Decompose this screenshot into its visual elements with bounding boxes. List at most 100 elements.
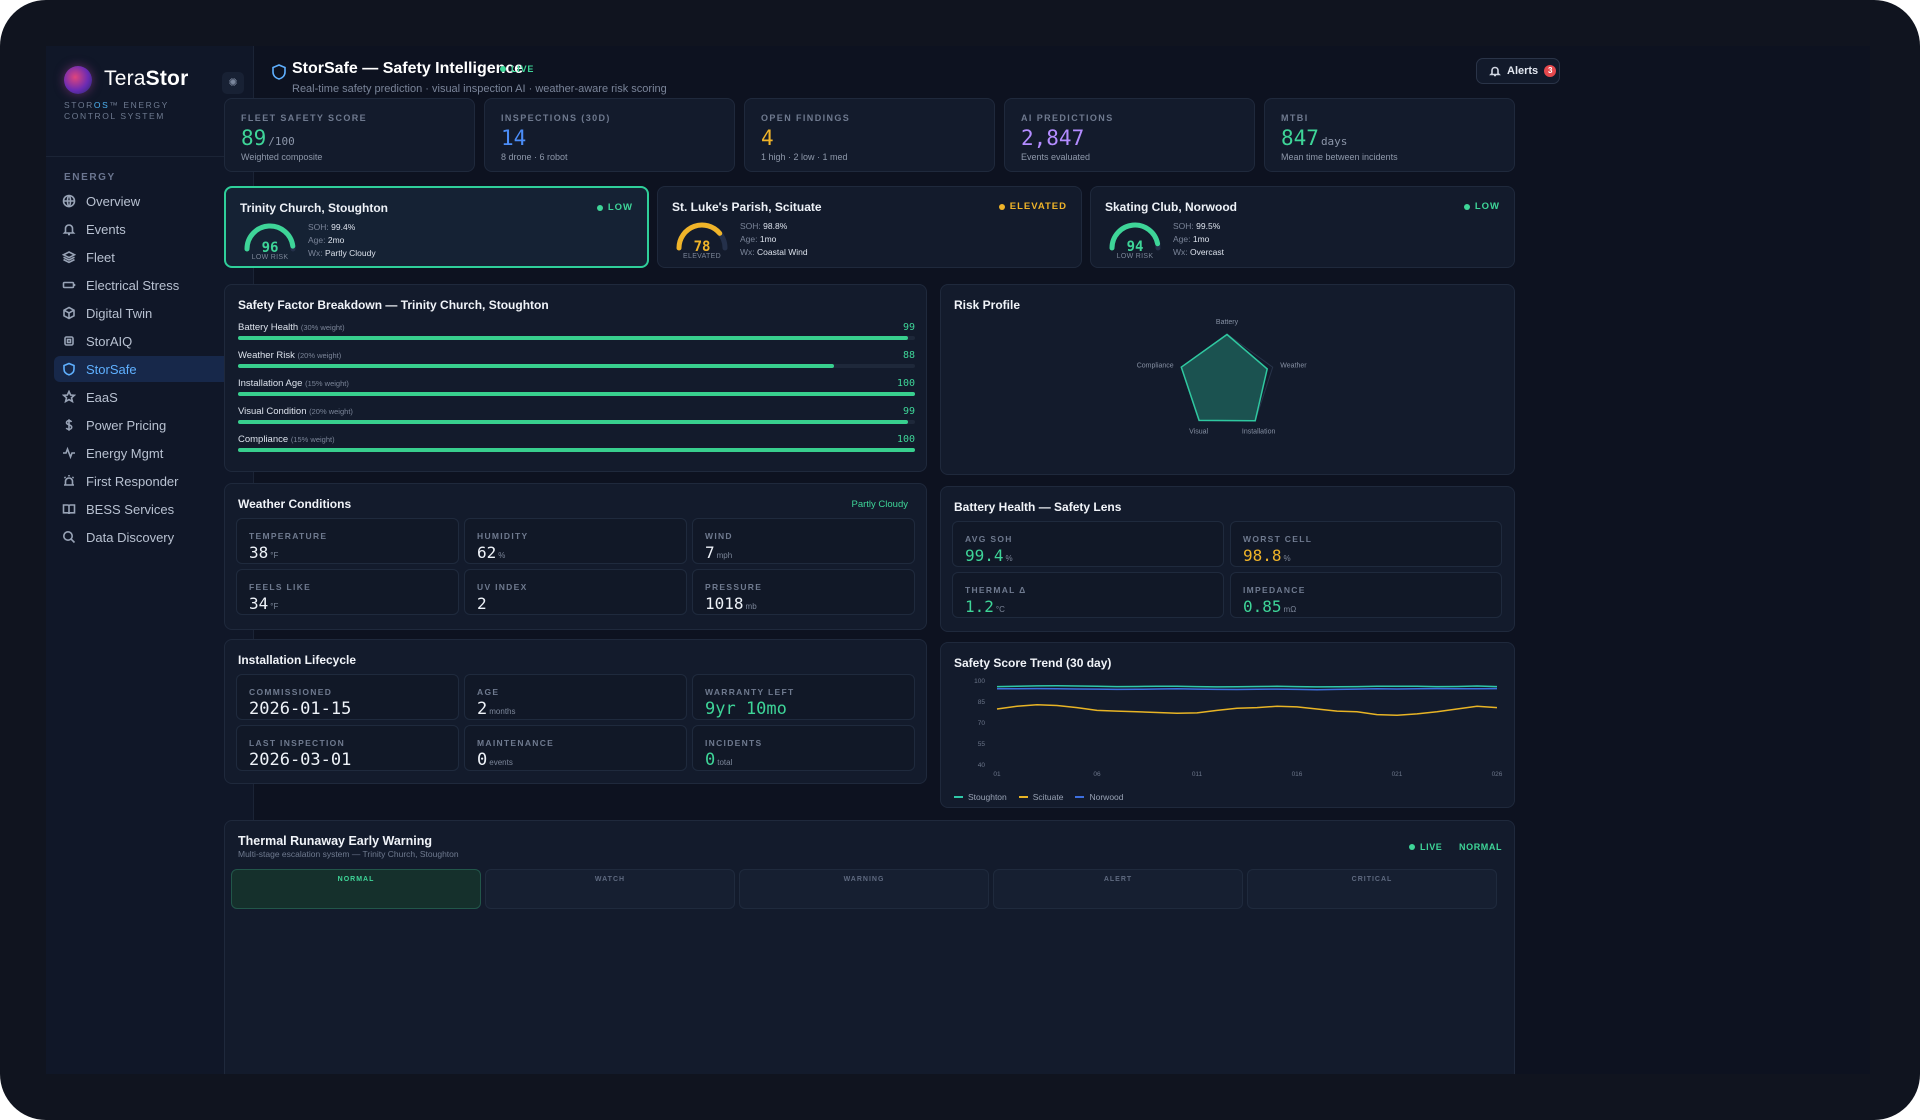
site-score: 78 bbox=[693, 239, 711, 255]
kpi-value: 89/100 bbox=[241, 126, 295, 150]
factor-label: Visual Condition (20% weight) bbox=[238, 406, 353, 417]
tile-label: AVG SOH bbox=[965, 534, 1013, 544]
safety-factor-row: Weather Risk (20% weight) 88 bbox=[238, 350, 915, 376]
book-icon bbox=[62, 502, 76, 516]
sidebar-item-overview[interactable]: Overview bbox=[54, 188, 246, 214]
factor-bar-track bbox=[238, 392, 915, 396]
sidebar-item-label: Events bbox=[86, 221, 126, 237]
kpi-card: OPEN FINDINGS 4 1 high · 2 low · 1 med bbox=[744, 98, 995, 172]
kpi-card: FLEET SAFETY SCORE 89/100 Weighted composi… bbox=[224, 98, 475, 172]
sidebar-item-label: StorSafe bbox=[86, 361, 137, 377]
site-weather: Wx: Overcast bbox=[1173, 247, 1225, 257]
y-tick-label: 40 bbox=[978, 762, 986, 769]
sidebar-item-bess-services[interactable]: BESS Services bbox=[54, 496, 246, 522]
thermal-title: Thermal Runaway Early Warning bbox=[238, 834, 433, 848]
tile-unit: months bbox=[489, 707, 516, 716]
sidebar-item-fleet[interactable]: Fleet bbox=[54, 244, 246, 270]
kpi-value: 4 bbox=[761, 126, 774, 150]
alerts-count-badge: 3 bbox=[1544, 65, 1557, 77]
sidebar-section-label: ENERGY bbox=[64, 172, 116, 183]
thermal-stage-watch: WATCH bbox=[485, 869, 735, 909]
page-subtitle: Real-time safety prediction · visual ins… bbox=[292, 83, 667, 95]
sidebar-item-data-discovery[interactable]: Data Discovery bbox=[54, 524, 246, 550]
tile-label: AGE bbox=[477, 687, 500, 697]
tile-label: UV INDEX bbox=[477, 582, 528, 592]
thermal-stage-normal: NORMAL bbox=[231, 869, 481, 909]
lifecycle-tile: INCIDENTS 0 total bbox=[692, 725, 915, 771]
sidebar-item-label: Electrical Stress bbox=[86, 277, 180, 293]
sidebar-item-energy-mgmt[interactable]: Energy Mgmt bbox=[54, 440, 246, 466]
app-screen: TeraStor STOROS™ ENERGY CONTROL SYSTEM ✺… bbox=[46, 46, 1870, 1074]
site-age: Age: 1mo bbox=[740, 234, 777, 244]
factor-value: 88 bbox=[902, 350, 915, 361]
kpi-note: Events evaluated bbox=[1021, 152, 1091, 162]
thermal-stage-alert: ALERT bbox=[993, 869, 1243, 909]
sidebar-item-storsafe[interactable]: StorSafe bbox=[54, 356, 246, 382]
site-card[interactable]: Skating Club, Norwood LOW 94 LOW RISK SOH: 9… bbox=[1090, 186, 1515, 268]
theme-toggle-icon[interactable]: ✺ bbox=[222, 72, 244, 94]
tile-value: 0.85 mΩ bbox=[1243, 597, 1297, 616]
factor-value: 100 bbox=[896, 434, 915, 445]
weather-tile: PRESSURE 1018 mb bbox=[692, 569, 915, 615]
battery-tile: WORST CELL 98.8% bbox=[1230, 521, 1502, 567]
risk-profile-panel: Risk Profile Battery Weather Installation V… bbox=[940, 284, 1515, 475]
site-score: 96 bbox=[261, 240, 279, 256]
sidebar-item-label: Overview bbox=[86, 193, 141, 209]
site-score-gauge bbox=[244, 223, 296, 252]
sidebar-item-storaiq[interactable]: StorAIQ bbox=[54, 328, 246, 354]
tile-unit: total bbox=[717, 758, 733, 767]
tile-unit: % bbox=[1005, 554, 1013, 563]
sidebar-item-label: Power Pricing bbox=[86, 417, 167, 433]
weather-conditions-panel: Weather Conditions Partly Cloudy TEMPERA… bbox=[224, 483, 927, 630]
lifecycle-tile: LAST INSPECTION 2026-03-01 bbox=[236, 725, 459, 771]
site-score-gauge bbox=[676, 222, 728, 251]
weather-title: Weather Conditions bbox=[238, 497, 352, 511]
breakdown-title: Safety Factor Breakdown — Trinity Church… bbox=[238, 298, 549, 312]
site-score-label: LOW RISK bbox=[251, 254, 289, 261]
sidebar-item-events[interactable]: Events bbox=[54, 216, 246, 242]
sidebar-item-electrical-stress[interactable]: Electrical Stress bbox=[54, 272, 246, 298]
lifecycle-title: Installation Lifecycle bbox=[238, 653, 357, 667]
alerts-button[interactable]: Alerts 3 bbox=[1476, 58, 1560, 84]
sidebar-item-label: Digital Twin bbox=[86, 305, 153, 321]
radar-axis-label: Visual bbox=[1189, 428, 1208, 435]
radar-axis-label: Weather bbox=[1280, 363, 1307, 370]
legend-item: Norwood bbox=[1075, 792, 1124, 802]
sidebar-item-digital-twin[interactable]: Digital Twin bbox=[54, 300, 246, 326]
sidebar-nav: Overview Events Fleet Electrical Stress Digi… bbox=[54, 188, 246, 552]
legend-swatch bbox=[1018, 796, 1028, 798]
sidebar-item-label: Data Discovery bbox=[86, 529, 175, 545]
page-title: StorSafe — Safety Intelligence bbox=[292, 60, 524, 77]
site-weather: Wx: Coastal Wind bbox=[740, 247, 808, 257]
factor-weight: (20% weight) bbox=[297, 351, 342, 360]
tile-unit: °C bbox=[995, 605, 1005, 614]
battery-health-panel: Battery Health — Safety Lens AVG SOH 99.4… bbox=[940, 486, 1515, 632]
kpi-label: INSPECTIONS (30D) bbox=[501, 113, 611, 123]
sidebar-item-eaas[interactable]: EaaS bbox=[54, 384, 246, 410]
sidebar-item-power-pricing[interactable]: Power Pricing bbox=[54, 412, 246, 438]
site-card[interactable]: St. Luke's Parish, Scituate ELEVATED 78 ELE… bbox=[657, 186, 1082, 268]
weather-condition-badge: Partly Cloudy bbox=[851, 499, 909, 510]
series-line-scituate bbox=[996, 704, 1498, 717]
site-risk-badge: LOW bbox=[1463, 201, 1500, 212]
tile-label: IMPEDANCE bbox=[1243, 585, 1306, 595]
safety-factor-row: Battery Health (30% weight) 99 bbox=[238, 322, 915, 348]
kpi-note: Weighted composite bbox=[241, 152, 323, 162]
sidebar-item-first-responder[interactable]: First Responder bbox=[54, 468, 246, 494]
thermal-runaway-panel: Thermal Runaway Early Warning Multi-stag… bbox=[224, 820, 1515, 1074]
tile-label: MAINTENANCE bbox=[477, 738, 555, 748]
kpi-unit: /100 bbox=[268, 135, 295, 148]
tile-value: 62% bbox=[477, 543, 506, 562]
brand-logo bbox=[64, 66, 92, 94]
site-weather: Wx: Partly Cloudy bbox=[308, 248, 376, 258]
safety-factor-breakdown-panel: Safety Factor Breakdown — Trinity Church… bbox=[224, 284, 927, 472]
site-card[interactable]: Trinity Church, Stoughton LOW 96 LOW RISK SO… bbox=[224, 186, 649, 268]
live-badge: LIVE bbox=[500, 64, 534, 74]
safety-factor-row: Compliance (15% weight) 100 bbox=[238, 434, 915, 460]
kpi-card: AI PREDICTIONS 2,847 Events evaluated bbox=[1004, 98, 1255, 172]
tile-unit: events bbox=[489, 758, 513, 767]
site-soh: SOH: 99.4% bbox=[308, 222, 356, 232]
factor-bar-track bbox=[238, 448, 915, 452]
x-tick-label: 026 bbox=[1492, 771, 1503, 778]
site-age: Age: 1mo bbox=[1173, 234, 1210, 244]
